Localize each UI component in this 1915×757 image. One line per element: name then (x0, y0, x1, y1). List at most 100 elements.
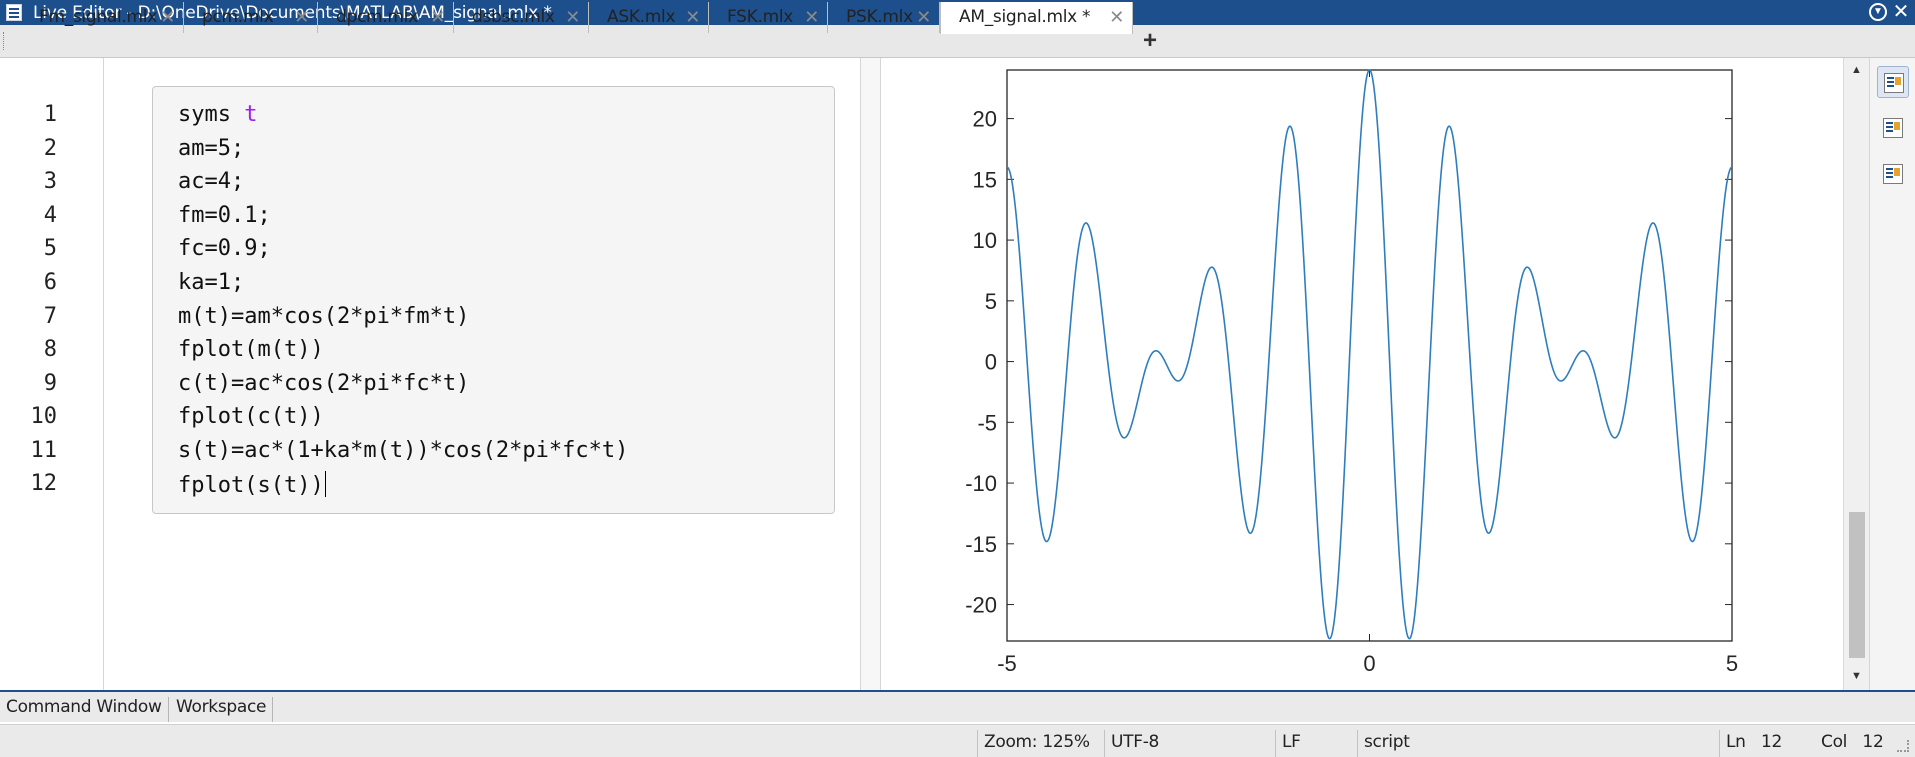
line-number: 1 (43, 102, 57, 127)
code-line[interactable]: ac=4; (178, 169, 245, 194)
output-inline-icon (1883, 118, 1903, 138)
code-keyword: t (244, 102, 258, 127)
line-number-gutter (0, 58, 104, 690)
tab-ask[interactable]: ASK.mlx ✕ (589, 2, 709, 33)
x-tick-label: -5 (997, 651, 1017, 676)
line-number: 8 (43, 337, 57, 362)
code-line[interactable]: fplot(s(t)) (178, 471, 326, 498)
tab-label: FSK.mlx (727, 7, 794, 27)
tab-am-signal[interactable]: AM_signal.mlx * ✕ (940, 2, 1133, 34)
tab-label: ASK.mlx (607, 7, 676, 27)
y-tick-label: -10 (965, 471, 997, 496)
code-line[interactable]: am=5; (178, 136, 245, 161)
tab-bar-grip[interactable] (3, 32, 5, 50)
col-value: 12 (1862, 732, 1884, 752)
code-line[interactable]: syms t (178, 102, 257, 127)
tab-dpcm[interactable]: dpcm.mlx ✕ (318, 2, 454, 33)
tab-label: pcm.mlx (202, 7, 274, 27)
close-tab-icon[interactable]: ✕ (160, 7, 175, 28)
scroll-up-arrow-icon[interactable]: ▲ (1851, 64, 1862, 76)
x-tick-label: 5 (1726, 651, 1738, 676)
zoom-status[interactable]: Zoom: 125% (977, 730, 1104, 757)
close-tab-icon[interactable]: ✕ (685, 7, 700, 28)
editor-output-splitter[interactable] (860, 58, 881, 690)
tab-dsbsc[interactable]: dsbsc.mlx ✕ (454, 2, 589, 33)
output-inline-button[interactable] (1877, 112, 1909, 144)
line-number: 12 (30, 471, 58, 496)
line-number: 9 (43, 371, 57, 396)
close-tab-icon[interactable]: ✕ (430, 7, 445, 28)
y-tick-label: 15 (973, 167, 997, 192)
line-number: 6 (43, 270, 57, 295)
y-tick-label: 0 (985, 350, 997, 375)
x-axis-ticks: -5 0 5 (997, 70, 1738, 676)
code-block[interactable] (152, 86, 835, 514)
scrollbar-thumb[interactable] (1849, 512, 1865, 658)
y-tick-label: 20 (973, 107, 997, 132)
code-line[interactable]: c(t)=ac*cos(2*pi*fc*t) (178, 371, 470, 396)
tab-label: dpcm.mlx (336, 7, 418, 27)
tab-label: dsbsc.mlx (472, 7, 555, 27)
bottom-panel-tabs (0, 690, 1915, 722)
ln-label: Ln (1726, 732, 1746, 752)
tab-psk[interactable]: PSK.mlx ✕ (828, 2, 940, 33)
y-tick-label: 10 (973, 228, 997, 253)
output-on-right-button[interactable] (1877, 66, 1909, 98)
cursor-line-status: Ln 12 (1719, 730, 1815, 757)
hide-code-button[interactable] (1877, 158, 1909, 190)
close-tab-icon[interactable]: ✕ (294, 7, 309, 28)
tab-fm-signal[interactable]: Fm_signal.mlx ✕ (21, 2, 184, 33)
close-tab-icon[interactable]: ✕ (565, 7, 580, 28)
text-cursor (324, 471, 326, 497)
code-line[interactable]: fm=0.1; (178, 203, 271, 228)
encoding-status: UTF-8 (1104, 730, 1275, 757)
tab-workspace[interactable]: Workspace (170, 697, 274, 722)
tab-label: PSK.mlx (846, 7, 913, 27)
y-tick-label: -5 (977, 410, 997, 435)
line-number: 10 (30, 404, 58, 429)
tab-pcm[interactable]: pcm.mlx ✕ (184, 2, 318, 33)
y-tick-label: -20 (965, 593, 997, 618)
tab-label: Fm_signal.mlx (39, 7, 157, 27)
line-ending-status: LF (1275, 730, 1357, 757)
resize-grip-icon[interactable] (1897, 740, 1909, 752)
close-tab-icon[interactable]: ✕ (1109, 7, 1124, 28)
tab-label: AM_signal.mlx * (959, 7, 1091, 27)
code-line[interactable]: m(t)=am*cos(2*pi*fm*t) (178, 304, 470, 329)
code-text: fplot(s(t)) (178, 473, 324, 498)
y-axis-ticks: 20 15 10 5 0 -5 -10 -15 -20 (965, 107, 1732, 618)
file-type-status: script (1357, 730, 1719, 757)
y-tick-label: -15 (965, 532, 997, 557)
y-tick-label: 5 (985, 289, 997, 314)
output-right-icon (1884, 73, 1904, 93)
x-tick-label: 0 (1363, 651, 1375, 676)
line-number: 5 (43, 236, 57, 261)
axes-box (1006, 69, 1733, 642)
options-menu-icon[interactable]: ▼ (1869, 3, 1887, 21)
add-tab-button[interactable]: + (1142, 27, 1157, 54)
close-window-icon[interactable]: ✕ (1892, 1, 1910, 23)
code-line[interactable]: s(t)=ac*(1+ka*m(t))*cos(2*pi*fc*t) (178, 438, 629, 463)
cursor-col-status: Col 12 (1815, 730, 1895, 757)
status-bar (0, 724, 1915, 757)
code-line[interactable]: ka=1; (178, 270, 245, 295)
hide-code-icon (1883, 164, 1903, 184)
line-number: 3 (43, 169, 57, 194)
line-number: 4 (43, 203, 57, 228)
line-number: 2 (43, 136, 57, 161)
col-label: Col (1821, 732, 1848, 752)
code-line[interactable]: fc=0.9; (178, 236, 271, 261)
close-tab-icon[interactable]: ✕ (804, 7, 819, 28)
code-line[interactable]: fplot(m(t)) (178, 337, 324, 362)
line-number: 11 (30, 438, 58, 463)
close-tab-icon[interactable]: ✕ (916, 7, 931, 28)
code-line[interactable]: fplot(c(t)) (178, 404, 324, 429)
code-text: syms (178, 102, 245, 127)
tab-fsk[interactable]: FSK.mlx ✕ (709, 2, 828, 33)
window-title: Live Editor - D:\OneDrive\Documents\MATL… (33, 3, 552, 23)
tab-command-window[interactable]: Command Window (0, 697, 169, 722)
scroll-down-arrow-icon[interactable]: ▼ (1851, 670, 1862, 682)
ln-value: 12 (1760, 732, 1783, 752)
